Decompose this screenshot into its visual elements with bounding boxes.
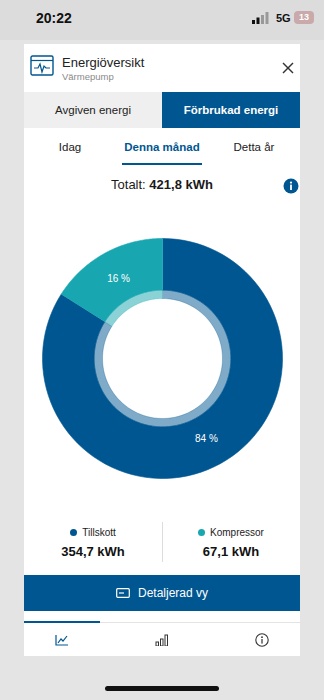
html-text:Värmepump: Värmepump [62, 71, 114, 82]
html-text:13: 13 [299, 12, 309, 22]
html-text:Förbrukad energi: Förbrukad energi [183, 104, 279, 116]
html-text:Kompressor: Kompressor [210, 527, 264, 538]
html-text:20:22: 20:22 [36, 10, 72, 26]
svg-text:84 %: 84 % [195, 433, 218, 444]
html-text:Totalt: 421,8 kWh: Totalt: 421,8 kWh [111, 177, 213, 192]
html-text:Denna månad: Denna månad [124, 141, 200, 153]
svg-text:16 %: 16 % [107, 273, 130, 284]
html-text:5G: 5G [276, 12, 291, 24]
html-text:Energiöversikt: Energiöversikt [62, 55, 145, 70]
html-text:Detaljerad vy: Detaljerad vy [138, 586, 208, 600]
html-text:Tillskott: Tillskott [82, 527, 116, 538]
html-text:Idag: Idag [58, 141, 82, 153]
html-text:67,1 kWh: 67,1 kWh [202, 544, 260, 559]
html-text:Avgiven energi: Avgiven energi [55, 104, 131, 116]
html-text:Detta år: Detta år [233, 141, 275, 153]
html-text:354,7 kWh: 354,7 kWh [61, 544, 125, 559]
